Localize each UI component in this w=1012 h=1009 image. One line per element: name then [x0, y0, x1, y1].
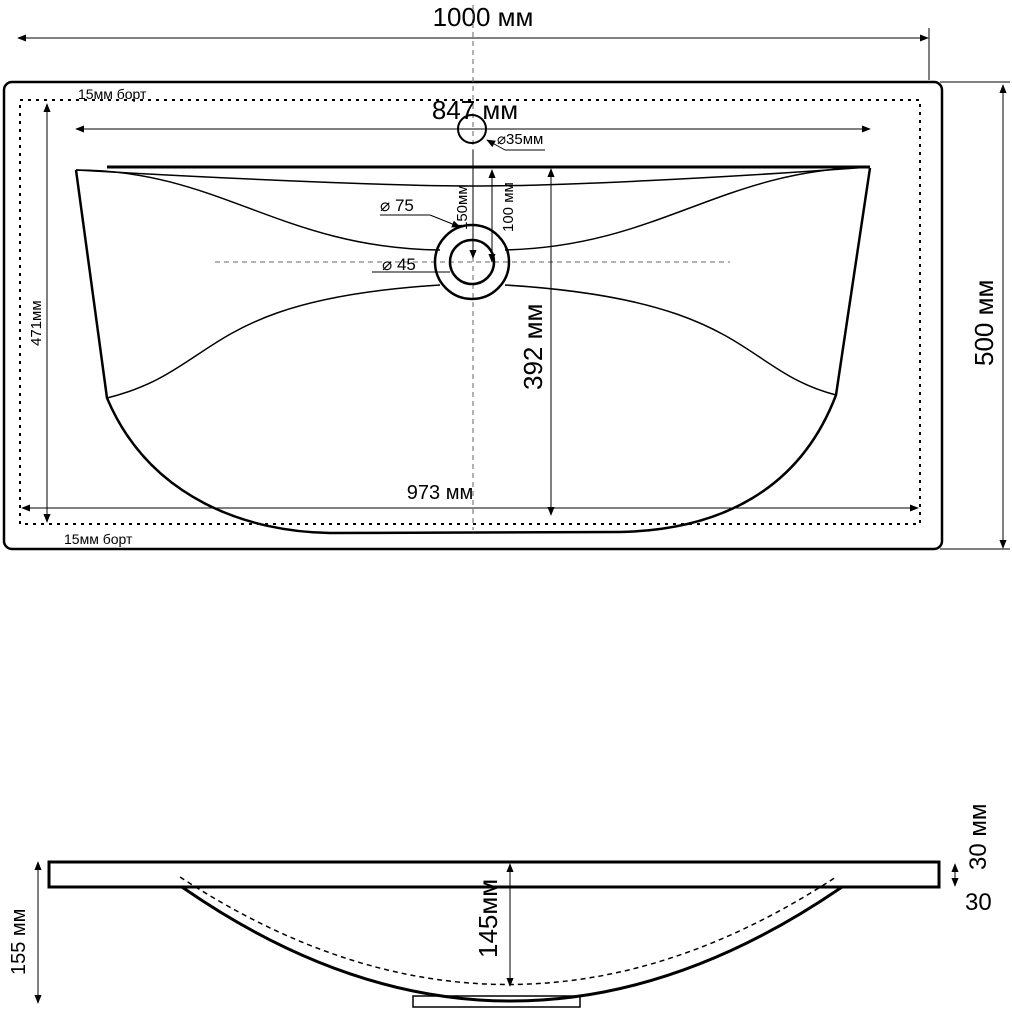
- drain-outer-label: ⌀ 75: [380, 196, 414, 215]
- drain-inner-label: ⌀ 45: [382, 255, 416, 274]
- total-height-label: 155 мм: [8, 909, 30, 975]
- rim-top-label: 15мм борт: [78, 86, 147, 102]
- faucet-hole-label: ⌀35мм: [497, 131, 543, 148]
- bowl-profile: [181, 885, 843, 1003]
- inner-depth-label: 471мм: [28, 300, 45, 346]
- depth-label: 500 мм: [969, 280, 999, 366]
- basin-outline: [74, 167, 872, 535]
- drain-base: [412, 995, 581, 1008]
- inner-width-label: 973 мм: [407, 482, 473, 504]
- faucet-hole: [457, 114, 487, 144]
- slab-thickness-alt-label: 30: [965, 889, 992, 916]
- side-view: 155 мм 145мм 30 мм 30: [8, 804, 992, 1008]
- rim-outline: [19, 99, 921, 525]
- dim-150-label: 150мм: [454, 184, 471, 230]
- top-view: 1000 мм 15мм борт 15мм борт 847 мм ⌀35мм…: [2, 2, 1010, 551]
- dim-100-label: 100 мм: [500, 182, 517, 232]
- slab-thickness-label: 30 мм: [965, 804, 992, 870]
- rim-bottom-label: 15мм борт: [64, 531, 133, 547]
- width-label: 1000 мм: [433, 2, 534, 32]
- bowl-height-label: 145мм: [473, 879, 503, 958]
- drain-outer: [433, 223, 511, 301]
- faucet-span-label: 847 мм: [432, 95, 518, 125]
- bowl-depth-label: 392 мм: [518, 304, 548, 390]
- slab: [47, 860, 941, 889]
